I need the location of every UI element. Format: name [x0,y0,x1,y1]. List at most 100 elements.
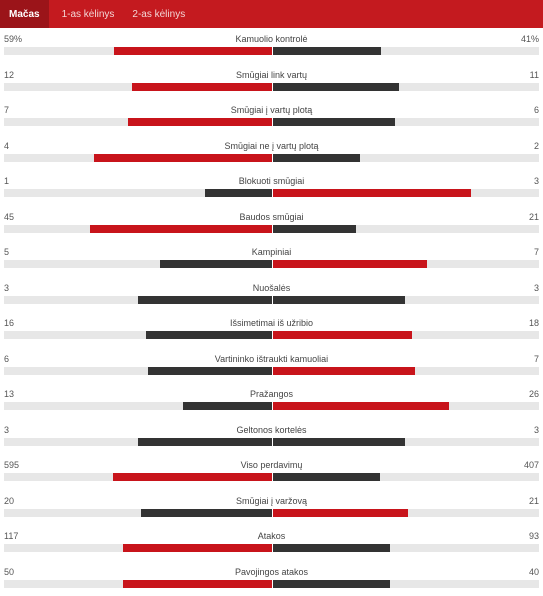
away-stat-bar [272,580,390,588]
home-stat-bar [160,260,271,268]
home-stat-bar [94,154,272,162]
stat-bar-center-divider [272,580,273,588]
away-stat-value: 6 [534,104,539,116]
stat-bar-track [4,544,539,552]
away-stat-value: 93 [529,530,539,542]
stat-bar-track [4,438,539,446]
stat-name: Smūgiai į vartų plotą [231,104,313,116]
home-stat-value: 45 [4,211,14,223]
home-stat-bar [90,225,272,233]
stat-bar-track [4,509,539,517]
away-stat-value: 3 [534,424,539,436]
stat-bar-center-divider [272,83,273,91]
home-stat-bar [123,580,271,588]
stat-name: Baudos smūgiai [239,211,303,223]
home-stat-bar [132,83,271,91]
away-stat-value: 21 [529,211,539,223]
away-stat-bar [272,509,408,517]
home-stat-bar [146,331,272,339]
stat-name: Viso perdavimų [241,459,303,471]
tab-second-half[interactable]: 2-as kėlinys [124,0,193,28]
stat-row: 6 Vartininko ištraukti kamuoliai 7 [0,348,543,384]
stat-name: Pražangos [250,388,293,400]
home-stat-value: 1 [4,175,9,187]
stat-bar-center-divider [272,473,273,481]
home-stat-value: 595 [4,459,19,471]
stat-bar-track [4,331,539,339]
away-stat-bar [272,296,405,304]
away-stat-bar [272,225,357,233]
stat-bar-track [4,296,539,304]
away-stat-value: 3 [534,175,539,187]
home-stat-value: 50 [4,566,14,578]
stat-bar-center-divider [272,154,273,162]
stat-bar-track [4,580,539,588]
stat-row: 1 Blokuoti smūgiai 3 [0,170,543,206]
home-stat-bar [128,118,271,126]
away-stat-value: 41% [521,33,539,45]
stat-bar-center-divider [272,544,273,552]
home-stat-value: 16 [4,317,14,329]
stat-name: Išsimetimai iš užribio [230,317,313,329]
stat-bar-center-divider [272,225,273,233]
period-tab-bar: Mačas 1-as kėlinys 2-as kėlinys [0,0,543,28]
home-stat-bar [138,296,271,304]
stat-bar-track [4,473,539,481]
stat-row: 45 Baudos smūgiai 21 [0,206,543,242]
home-stat-value: 12 [4,69,14,81]
home-stat-value: 59% [4,33,22,45]
away-stat-bar [272,331,413,339]
stat-name: Kamuolio kontrolė [235,33,307,45]
home-stat-value: 5 [4,246,9,258]
home-stat-bar [114,47,271,55]
stat-bar-center-divider [272,331,273,339]
home-stat-value: 20 [4,495,14,507]
stat-name: Smūgiai ne į vartų plotą [224,140,318,152]
stat-bar-track [4,260,539,268]
stat-name: Kampiniai [252,246,292,258]
stat-bar-track [4,402,539,410]
tab-first-half[interactable]: 1-as kėlinys [54,0,123,28]
home-stat-bar [138,438,271,446]
stat-name: Blokuoti smūgiai [239,175,305,187]
tab-match[interactable]: Mačas [0,0,49,28]
away-stat-value: 11 [530,69,539,81]
away-stat-value: 3 [534,282,539,294]
stat-bar-center-divider [272,118,273,126]
home-stat-value: 7 [4,104,9,116]
away-stat-bar [272,47,381,55]
home-stat-value: 13 [4,388,14,400]
away-stat-value: 407 [524,459,539,471]
stat-name: Geltonos kortelės [236,424,306,436]
home-stat-bar [113,473,271,481]
stat-name: Nuošalės [253,282,291,294]
stat-row: 12 Smūgiai link vartų 11 [0,64,543,100]
stat-name: Smūgiai link vartų [236,69,307,81]
stat-name: Vartininko ištraukti kamuoliai [215,353,328,365]
away-stat-value: 7 [534,353,539,365]
stat-bar-center-divider [272,438,273,446]
stat-name: Smūgiai į varžovą [236,495,307,507]
stat-bar-center-divider [272,260,273,268]
away-stat-value: 7 [534,246,539,258]
away-stat-value: 2 [534,140,539,152]
stat-bar-center-divider [272,509,273,517]
home-stat-value: 3 [4,424,9,436]
home-stat-value: 6 [4,353,9,365]
stat-row: 595 Viso perdavimų 407 [0,454,543,490]
stat-bar-center-divider [272,402,273,410]
stat-name: Pavojingos atakos [235,566,308,578]
home-stat-bar [148,367,271,375]
away-stat-bar [272,402,450,410]
home-stat-value: 117 [4,530,18,542]
home-stat-bar [183,402,272,410]
stat-bar-track [4,118,539,126]
home-stat-bar [141,509,271,517]
away-stat-bar [272,438,405,446]
